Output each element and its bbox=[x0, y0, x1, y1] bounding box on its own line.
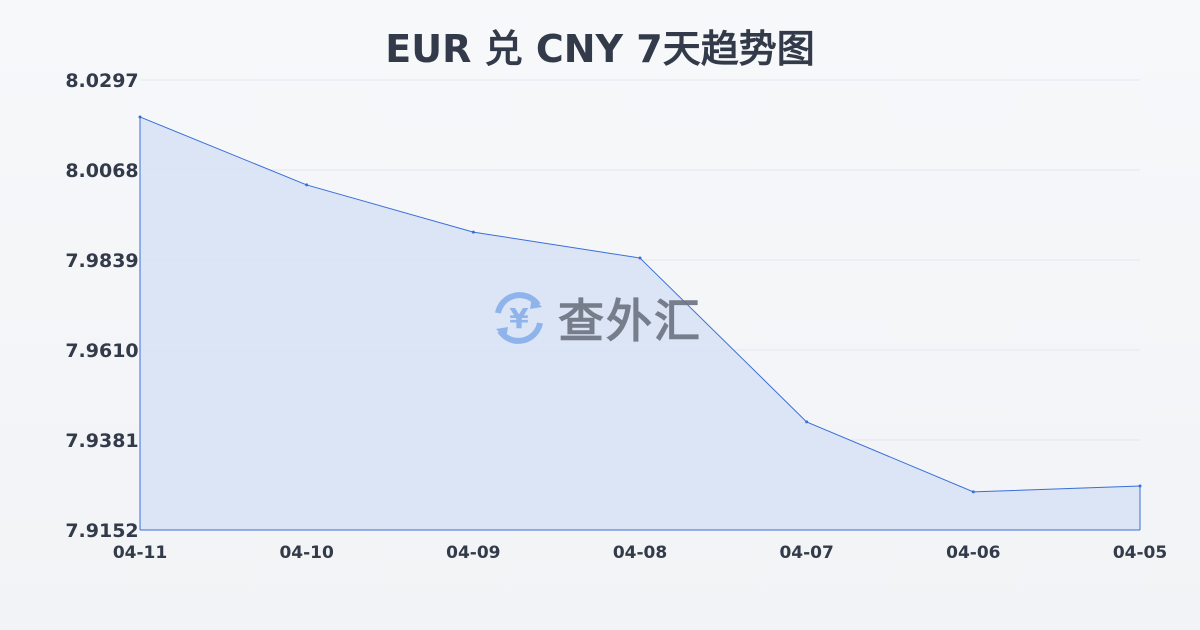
data-point bbox=[805, 420, 809, 424]
data-point bbox=[305, 183, 309, 187]
y-tick-label: 8.0297 bbox=[65, 70, 138, 92]
data-point bbox=[471, 230, 475, 234]
x-tick-label: 04-09 bbox=[446, 543, 500, 563]
y-tick-label: 7.9610 bbox=[65, 340, 138, 362]
watermark-text: 查外汇 bbox=[558, 294, 702, 348]
x-tick-label: 04-06 bbox=[946, 543, 1000, 563]
y-tick-label: 7.9152 bbox=[65, 520, 138, 542]
watermark: ¥ 查外汇 bbox=[488, 285, 702, 351]
svg-text:¥: ¥ bbox=[509, 302, 529, 335]
area-fill bbox=[140, 116, 1140, 530]
x-tick-label: 04-08 bbox=[613, 543, 667, 563]
chart-title: EUR 兑 CNY 7天趋势图 bbox=[385, 27, 815, 71]
y-tick-label: 7.9381 bbox=[65, 430, 138, 452]
x-tick-label: 04-07 bbox=[779, 543, 833, 563]
data-point bbox=[638, 256, 642, 260]
x-tick-label: 04-11 bbox=[113, 543, 167, 563]
y-tick-label: 7.9839 bbox=[65, 250, 138, 272]
x-tick-label: 04-10 bbox=[279, 543, 334, 563]
y-tick-label: 8.0068 bbox=[65, 160, 138, 182]
data-point bbox=[1138, 484, 1142, 488]
data-point bbox=[971, 490, 975, 494]
x-tick-label: 04-05 bbox=[1113, 543, 1167, 563]
yen-exchange-icon: ¥ bbox=[495, 292, 543, 344]
data-point bbox=[138, 115, 142, 119]
